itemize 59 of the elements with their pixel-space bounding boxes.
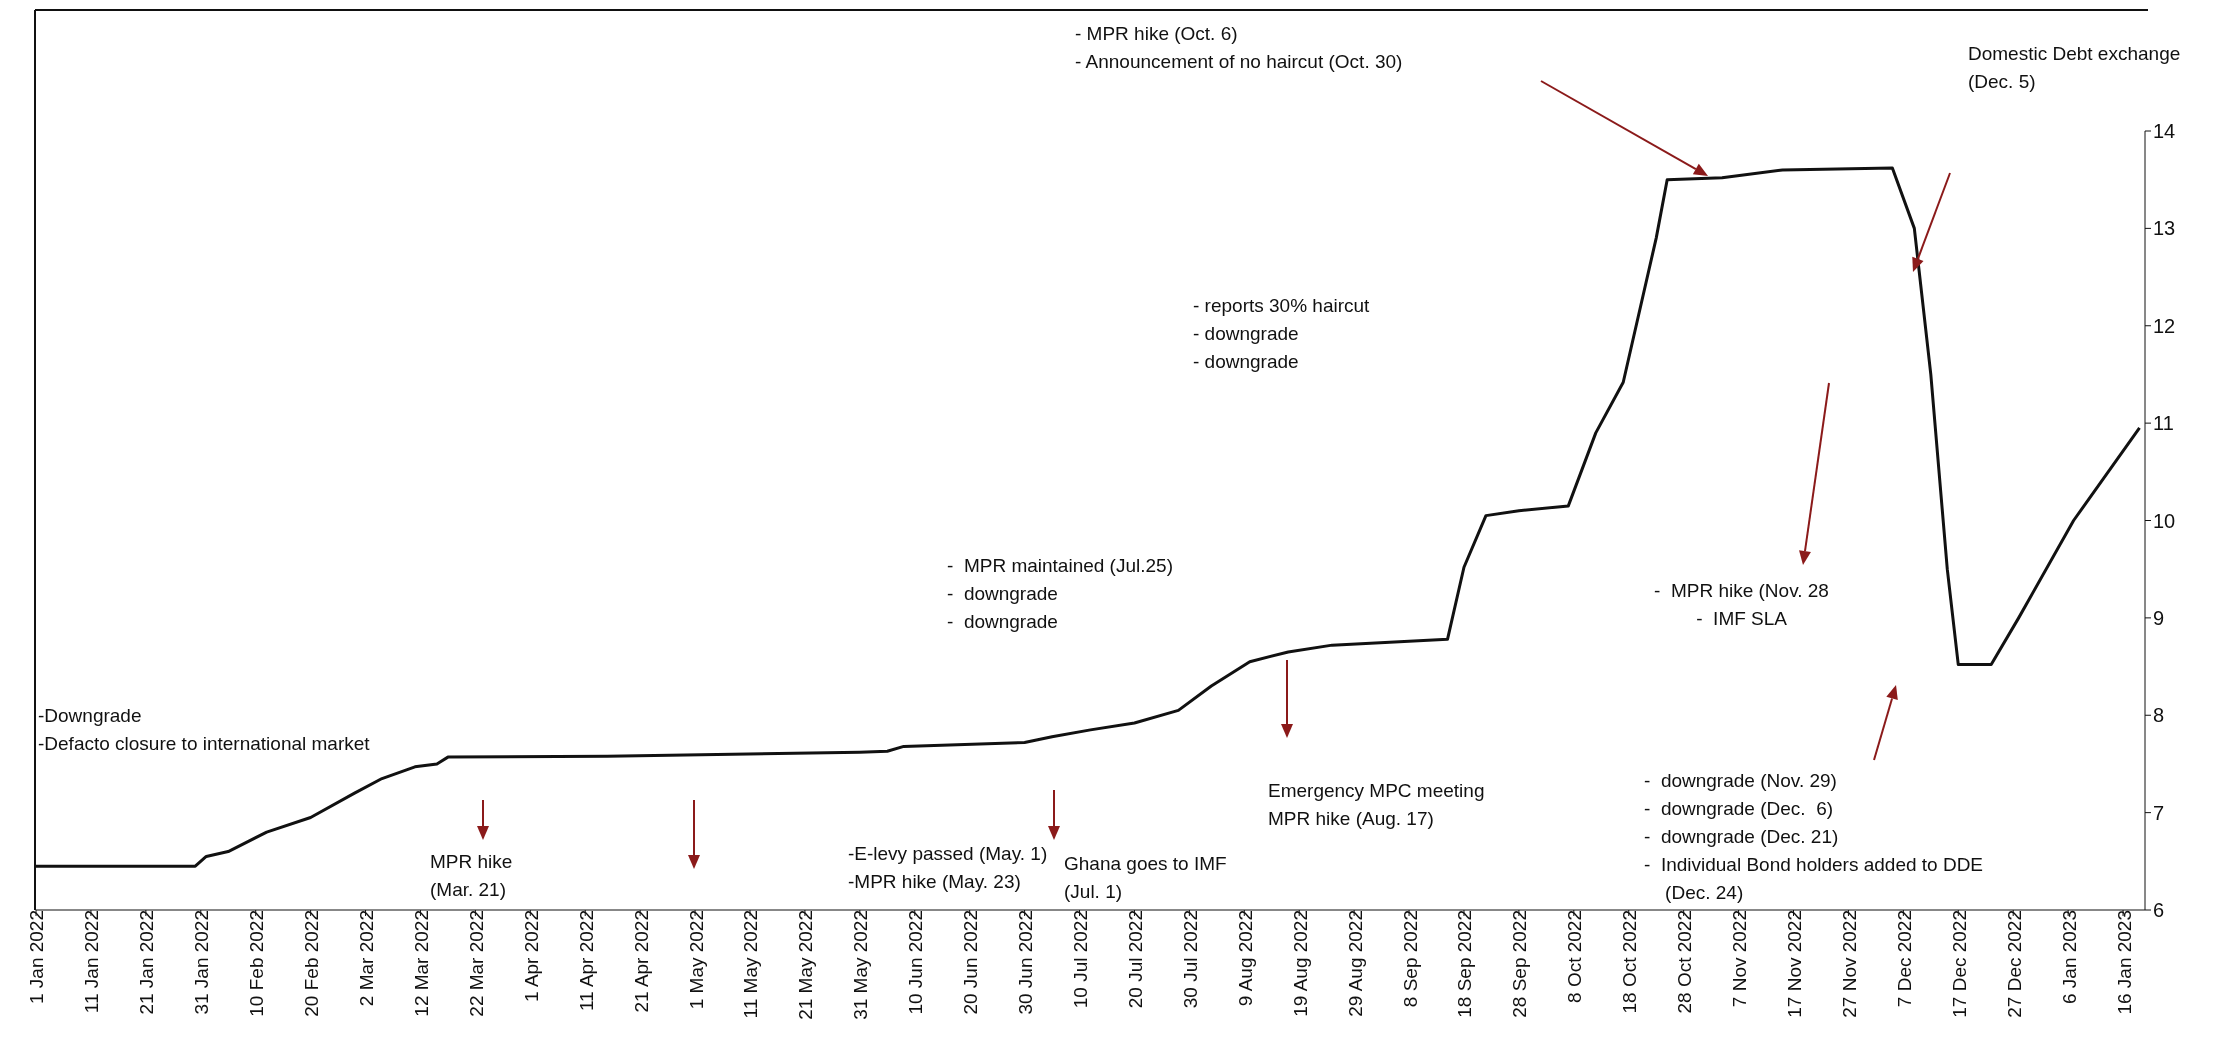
annotation: Emergency MPC meeting MPR hike (Aug. 17) <box>1268 780 1485 829</box>
x-tick-label: 18 Oct 2022 <box>1619 910 1641 1014</box>
annotation: - downgrade (Nov. 29) - downgrade (Dec. 6) - downgrade (Dec. 21) - Individual Bond holders added to DDE (Dec. 24) <box>1644 770 1984 903</box>
annotation: -E-levy passed (May. 1) -MPR hike (May. 23) <box>848 843 1048 892</box>
x-tick-label: 1 May 2022 <box>685 910 707 1010</box>
x-tick-label: 31 Jan 2022 <box>191 910 213 1015</box>
x-tick-label: 20 Jun 2022 <box>960 910 982 1015</box>
x-tick-label: 10 Jul 2022 <box>1070 910 1092 1009</box>
y-tick-label: 9 <box>2153 606 2165 629</box>
x-tick-label: 16 Jan 2023 <box>2113 910 2135 1015</box>
x-tick-label: 29 Aug 2022 <box>1344 910 1366 1017</box>
x-tick-label: 28 Oct 2022 <box>1674 910 1696 1014</box>
y-tick-label: 8 <box>2153 704 2165 727</box>
y-tick-label: 7 <box>2153 801 2165 824</box>
annotation: - reports 30% haircut - downgrade - downgrade <box>1193 295 1371 372</box>
x-tick-label: 28 Sep 2022 <box>1509 910 1531 1018</box>
y-tick-label: 11 <box>2153 412 2174 435</box>
x-tick-label: 18 Sep 2022 <box>1454 910 1476 1018</box>
y-tick-label: 6 <box>2153 899 2165 922</box>
annotation: MPR hike (Mar. 21) <box>430 851 513 900</box>
x-tick-label: 10 Jun 2022 <box>905 910 927 1015</box>
x-tick-label: 10 Feb 2022 <box>246 910 268 1017</box>
x-tick-label: 22 Mar 2022 <box>465 910 487 1017</box>
x-tick-label: 30 Jul 2022 <box>1179 910 1201 1009</box>
annotation: -Downgrade -Defacto closure to international market <box>38 705 371 754</box>
y-tick-label: 13 <box>2153 217 2176 240</box>
x-tick-label: 12 Mar 2022 <box>410 910 432 1017</box>
x-tick-label: 27 Dec 2022 <box>2003 910 2025 1018</box>
annotation: - MPR hike (Nov. 28 - IMF SLA <box>1654 580 1829 629</box>
x-tick-label: 11 Jan 2022 <box>81 910 103 1014</box>
text: Domestic Debt exchange (Dec. 5) <box>1968 43 2181 92</box>
annotation: - MPR maintained (Jul.25) - downgrade - downgrade <box>947 555 1173 632</box>
x-tick-label: 7 Dec 2022 <box>1893 910 1915 1008</box>
x-tick-label: 11 May 2022 <box>740 910 762 1019</box>
x-tick-label: 8 Oct 2022 <box>1564 910 1586 1003</box>
x-tick-label: 27 Nov 2022 <box>1838 910 1860 1018</box>
x-tick-label: 2 Mar 2022 <box>356 910 378 1007</box>
x-tick-label: 1 Apr 2022 <box>520 910 542 1002</box>
y-tick-label: 12 <box>2153 314 2176 337</box>
x-tick-label: 19 Aug 2022 <box>1289 910 1311 1017</box>
x-tick-label: 11 Apr 2022 <box>575 910 597 1012</box>
x-tick-label: 21 Jan 2022 <box>136 910 158 1015</box>
x-tick-label: 1 Jan 2022 <box>26 910 48 1005</box>
x-tick-label: 31 May 2022 <box>850 910 872 1020</box>
x-tick-label: 7 Nov 2022 <box>1729 910 1751 1008</box>
x-tick-label: 17 Nov 2022 <box>1783 910 1805 1018</box>
y-tick-label: 14 <box>2153 120 2176 143</box>
x-tick-label: 6 Jan 2023 <box>2058 910 2080 1005</box>
x-tick-label: 21 May 2022 <box>795 910 817 1020</box>
x-tick-label: 21 Apr 2022 <box>630 910 652 1013</box>
text: - MPR hike (Oct. 6) - Announcement of no haircut (Oct. 30) <box>1075 23 1403 72</box>
x-tick-label: 8 Sep 2022 <box>1399 910 1421 1008</box>
y-tick-label: 10 <box>2153 509 2176 532</box>
x-tick-label: 30 Jun 2022 <box>1015 910 1037 1015</box>
x-tick-label: 20 Jul 2022 <box>1124 910 1146 1009</box>
x-tick-label: 20 Feb 2022 <box>301 910 323 1017</box>
x-tick-label: 17 Dec 2022 <box>1948 910 1970 1018</box>
annotation: Ghana goes to IMF (Jul. 1) <box>1064 853 1227 902</box>
x-tick-label: 9 Aug 2022 <box>1234 910 1256 1007</box>
